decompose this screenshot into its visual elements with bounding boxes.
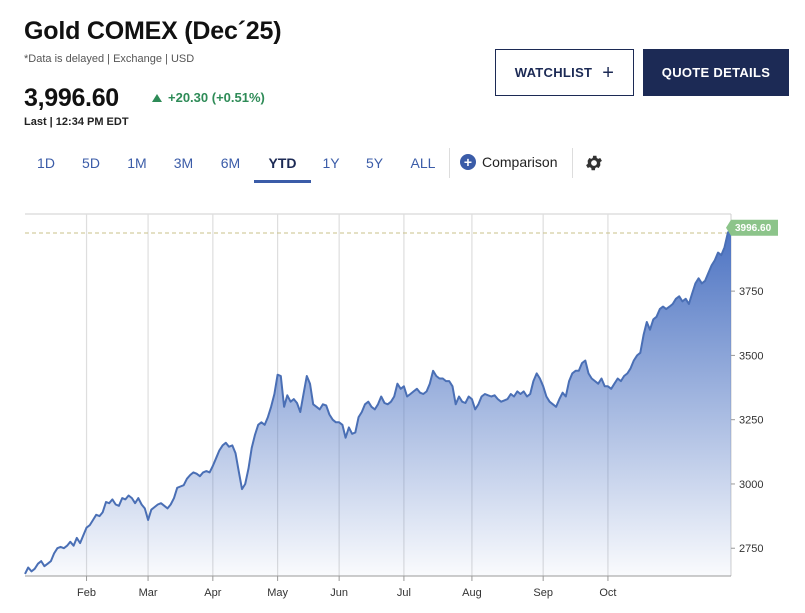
tab-1y[interactable]: 1Y [322,155,340,171]
y-tick-label: 3500 [739,350,763,362]
plus-icon: + [602,61,615,84]
quote-details-button[interactable]: QUOTE DETAILS [643,49,789,96]
last-value-badge [726,219,778,236]
x-tick-label: Feb [77,587,96,599]
tab-divider [449,148,450,178]
last-value-label: 3996.60 [735,223,772,234]
comparison-button[interactable]: + Comparison [460,154,557,170]
tab-6m[interactable]: 6M [220,155,241,171]
tab-all[interactable]: ALL [410,155,436,171]
price-change-value: +20.30 (+0.51%) [168,90,265,105]
x-tick-label: Sep [533,587,553,599]
add-comparison-icon: + [460,154,476,170]
x-tick-label: Oct [599,587,616,599]
gear-icon[interactable] [584,153,604,173]
y-tick-label: 3750 [739,286,763,298]
price-area [25,227,731,576]
x-tick-label: Jul [397,587,411,599]
x-tick-label: Aug [462,587,482,599]
comparison-label: Comparison [482,154,558,170]
tab-5y[interactable]: 5Y [365,155,384,171]
price-chart: Feb Mar Apr May Jun Jul Aug Sep Oct 2750 3000 3250 3… [24,213,778,599]
watchlist-button[interactable]: WATCHLIST + [495,49,634,96]
y-tick-label: 3250 [739,415,763,427]
page-title: Gold COMEX (Dec´25) [24,17,282,45]
y-tick-label: 2750 [739,543,763,555]
last-update-time: Last | 12:34 PM EDT [24,116,129,128]
triangle-up-icon [152,93,162,102]
quote-details-label: QUOTE DETAILS [661,65,771,80]
tab-ytd[interactable]: YTD [254,146,311,183]
last-price: 3,996.60 [24,84,119,112]
watchlist-label: WATCHLIST [514,65,593,80]
tab-3m[interactable]: 3M [173,155,194,171]
settings-divider [572,148,573,178]
price-line [24,227,732,575]
tab-1m[interactable]: 1M [127,155,147,171]
data-delay-note: *Data is delayed | Exchange | USD [24,53,195,65]
x-tick-label: Mar [139,587,158,599]
tab-1d[interactable]: 1D [37,155,55,171]
x-tick-label: Apr [204,587,221,599]
tab-5d[interactable]: 5D [82,155,100,171]
x-tick-label: Jun [330,587,348,599]
x-tick-label: May [267,587,288,599]
price-change: +20.30 (+0.51%) [152,90,265,105]
time-range-tabs: 1D 5D 1M 3M 6M YTD 1Y 5Y ALL [24,146,448,184]
y-tick-label: 3000 [739,479,763,491]
